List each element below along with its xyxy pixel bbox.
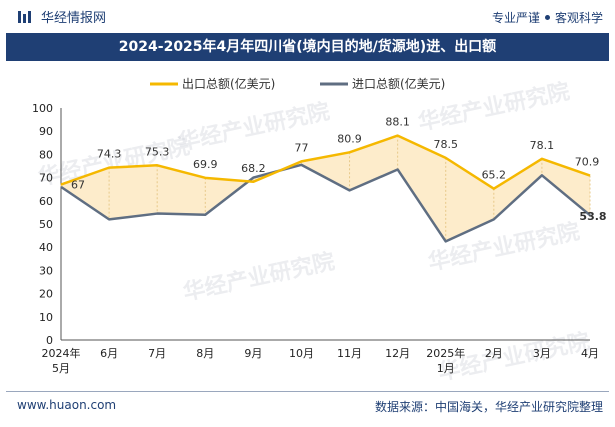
export-data-label: 78.1 xyxy=(530,139,555,152)
import-series-line xyxy=(60,163,591,243)
top-bar: 华经情报网 专业严谨 客观科学 xyxy=(0,0,615,33)
y-tick-label: 0 xyxy=(46,334,53,347)
x-tick-label: 9月 xyxy=(244,347,262,360)
watermark-text: 华经产业研究院 xyxy=(181,248,337,305)
export-data-label: 80.9 xyxy=(337,132,362,145)
y-tick-label: 80 xyxy=(39,148,53,161)
tagline-right: 客观科学 xyxy=(554,11,603,25)
export-data-label: 88.1 xyxy=(385,116,410,129)
export-data-label: 78.5 xyxy=(433,138,458,151)
y-tick-label: 30 xyxy=(39,264,53,277)
x-tick-label: 12月 xyxy=(385,347,410,360)
y-tick-label: 20 xyxy=(39,288,53,301)
chart-title: 2024-2025年4月年四川省(境内目的地/货源地)进、出口额 xyxy=(6,33,609,61)
export-data-label: 70.9 xyxy=(575,156,600,169)
brand-name: 华经情报网 xyxy=(41,11,107,26)
tagline: 专业严谨 客观科学 xyxy=(492,9,603,26)
export-series-line xyxy=(60,134,591,190)
y-tick-label: 100 xyxy=(32,102,53,115)
footer-divider xyxy=(6,391,609,392)
export-data-label: 77 xyxy=(294,141,308,154)
x-tick-label: 4月 xyxy=(581,347,599,360)
huajing-logo-icon xyxy=(18,10,31,23)
y-tick-label: 50 xyxy=(39,218,53,231)
x-tick-label: 3月 xyxy=(533,347,551,360)
export-data-label: 75.3 xyxy=(145,145,170,158)
y-tick-label: 70 xyxy=(39,172,53,185)
export-data-label: 65.2 xyxy=(482,169,507,182)
x-tick-label: 6月 xyxy=(100,347,118,360)
y-tick-label: 60 xyxy=(39,195,53,208)
legend-import-label: 进口总额(亿美元) xyxy=(352,76,445,91)
difference-band xyxy=(61,135,590,242)
line-chart: 华经产业研究院 华经产业研究院华经产业研究院华经产业研究院华经产业研究院华经产业研… xyxy=(32,76,607,386)
watermark-text: 华经产业研究院 xyxy=(176,98,332,155)
x-tick-label: 11月 xyxy=(337,347,362,360)
footer-website[interactable]: www.huaon.com xyxy=(17,398,117,412)
export-data-label: 69.9 xyxy=(193,158,218,171)
export-data-label: 67 xyxy=(71,179,85,192)
x-tick-label: 2024年 5月 xyxy=(42,346,81,375)
y-tick-label: 40 xyxy=(39,241,53,254)
footer-source: 数据来源：中国海关，华经产业研究院整理 xyxy=(374,400,603,414)
x-tick-label: 7月 xyxy=(148,347,166,360)
x-tick-label: 10月 xyxy=(289,347,314,360)
export-data-label: 68.2 xyxy=(241,162,266,175)
legend-export-label: 出口总额(亿美元) xyxy=(182,76,275,91)
import-data-label: 53.8 xyxy=(579,210,606,223)
y-tick-label: 10 xyxy=(39,311,53,324)
x-tick-label: 2025年 1月 xyxy=(426,346,465,375)
export-data-label: 74.3 xyxy=(97,148,122,161)
x-tick-label: 2月 xyxy=(485,347,503,360)
y-tick-label: 90 xyxy=(39,125,53,138)
brand: 华经情报网 xyxy=(17,7,106,26)
x-tick-label: 8月 xyxy=(196,347,214,360)
dot-separator xyxy=(544,15,550,20)
tagline-left: 专业严谨 xyxy=(491,11,540,25)
